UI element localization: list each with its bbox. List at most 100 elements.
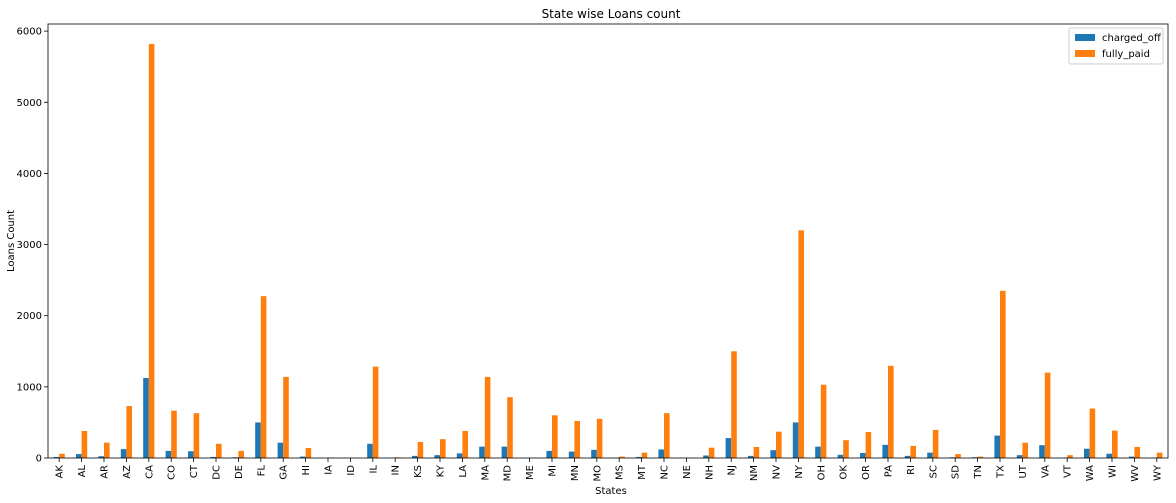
x-tick-label-NE: NE <box>682 465 693 479</box>
bar-charged_off-AZ <box>120 449 127 458</box>
x-tick-label-AK: AK <box>55 465 66 479</box>
bar-charged_off-NV <box>770 450 776 458</box>
x-axis-label: States <box>595 486 627 497</box>
bar-charged_off-WI <box>1106 453 1112 458</box>
y-tick-label: 4000 <box>17 169 42 180</box>
x-tick-label-CA: CA <box>144 465 155 479</box>
bar-fully_paid-DC <box>216 443 222 458</box>
legend-label-charged_off: charged_off <box>1102 33 1162 44</box>
chart-title: State wise Loans count <box>542 7 681 21</box>
bar-fully_paid-WA <box>1089 408 1096 458</box>
y-tick-label: 2000 <box>17 311 42 322</box>
axes-layer: 0 1000 2000 3000 4000 5000 6000 AK AL AR AZ CA CO CT D… <box>17 23 1169 482</box>
x-tick-label-FL: FL <box>256 465 267 477</box>
bar-charged_off-LA <box>456 453 463 458</box>
x-tick-label-KS: KS <box>413 465 424 478</box>
x-tick-label-WY: WY <box>1152 464 1163 481</box>
x-tick-label-GA: GA <box>279 465 290 480</box>
bar-fully_paid-NV <box>776 431 782 458</box>
bar-fully_paid-KS <box>417 441 424 458</box>
x-tick-label-TN: TN <box>973 465 984 480</box>
bar-charged_off-OR <box>860 453 866 458</box>
x-tick-label-KY: KY <box>436 464 447 477</box>
x-tick-label-SC: SC <box>928 465 939 478</box>
legend: charged_off fully_paid <box>1068 27 1164 65</box>
x-tick-label-OH: OH <box>816 465 827 480</box>
bar-fully_paid-TN <box>977 456 984 458</box>
bar-charged_off-OH <box>815 446 821 458</box>
bar-fully_paid-AR <box>104 442 110 458</box>
bar-charged_off-MI <box>546 450 552 458</box>
x-tick-label-AR: AR <box>100 465 111 479</box>
bar-fully_paid-SC <box>932 429 939 458</box>
bar-charged_off-NH <box>703 455 709 458</box>
bar-fully_paid-MI <box>552 415 558 458</box>
bar-fully_paid-VA <box>1044 372 1051 458</box>
bar-fully_paid-DE <box>238 450 244 458</box>
bar-fully_paid-PA <box>888 365 894 458</box>
bar-fully_paid-AL <box>81 430 88 458</box>
x-tick-label-OK: OK <box>839 465 850 480</box>
bar-fully_paid-NC <box>664 413 670 458</box>
x-tick-label-WA: WA <box>1085 465 1096 481</box>
bar-fully_paid-NM <box>753 446 760 458</box>
x-tick-label-NC: NC <box>660 465 671 479</box>
bars-layer <box>53 43 1163 459</box>
legend-swatch-fully_paid <box>1075 50 1095 57</box>
x-tick-label-NJ: NJ <box>727 465 738 475</box>
x-tick-label-SD: SD <box>951 465 962 479</box>
bar-fully_paid-UT <box>1022 442 1028 458</box>
bar-charged_off-MA <box>479 446 485 458</box>
x-tick-label-NM: NM <box>749 465 760 481</box>
x-tick-label-ID: ID <box>346 465 357 476</box>
bar-fully_paid-CT <box>193 413 200 458</box>
x-tick-label-MO: MO <box>592 465 603 482</box>
x-tick-label-MI: MI <box>548 465 559 477</box>
x-tick-label-RI: RI <box>906 465 917 475</box>
bar-charged_off-PA <box>882 444 888 458</box>
bar-charged_off-HI <box>300 456 306 458</box>
bar-fully_paid-MT <box>641 452 648 458</box>
x-tick-label-DE: DE <box>234 465 245 479</box>
bar-fully_paid-OK <box>843 440 849 458</box>
x-tick-label-DC: DC <box>212 465 223 480</box>
bar-charged_off-AL <box>76 454 82 458</box>
x-tick-label-ME: ME <box>525 465 536 480</box>
x-tick-label-TX: TX <box>996 465 1007 479</box>
x-tick-label-OR: OR <box>861 465 872 480</box>
bar-charged_off-KY <box>434 455 440 458</box>
bar-charged_off-MD <box>501 446 508 458</box>
x-tick-label-NH: NH <box>704 465 715 480</box>
bar-charged_off-DC <box>210 456 216 458</box>
y-tick-label: 1000 <box>17 382 42 393</box>
bar-fully_paid-MO <box>596 418 603 458</box>
bar-charged_off-AR <box>98 456 104 458</box>
bar-fully_paid-IL <box>372 366 379 458</box>
bar-fully_paid-WV <box>1134 446 1140 458</box>
y-axis-label: Loans Count <box>6 210 17 272</box>
bar-charged_off-TX <box>994 435 1000 458</box>
legend-label-fully_paid: fully_paid <box>1102 49 1150 60</box>
x-tick-label-VT: VT <box>1063 464 1074 478</box>
bar-charged_off-MT <box>636 456 642 458</box>
bar-charged_off-IL <box>367 443 373 458</box>
x-tick-label-NV: NV <box>772 465 783 479</box>
x-tick-label-PA: PA <box>884 465 895 477</box>
bar-fully_paid-GA <box>283 376 289 458</box>
bar-charged_off-MO <box>591 449 597 458</box>
bar-fully_paid-MS <box>619 456 625 458</box>
bar-charged_off-FL <box>255 422 261 458</box>
y-tick-label: 3000 <box>17 240 42 251</box>
bar-charged_off-NJ <box>725 438 732 458</box>
bar-fully_paid-HI <box>305 448 312 458</box>
bar-charged_off-OK <box>837 454 844 458</box>
x-tick-label-CT: CT <box>189 464 200 478</box>
x-tick-label-WV: WV <box>1130 465 1141 482</box>
bar-fully_paid-WI <box>1112 430 1118 458</box>
y-tick-label: 0 <box>36 454 42 465</box>
bar-charged_off-CO <box>165 450 172 458</box>
bar-charged_off-NC <box>658 449 664 458</box>
bar-charged_off-MN <box>568 451 575 458</box>
bar-fully_paid-RI <box>910 445 916 458</box>
